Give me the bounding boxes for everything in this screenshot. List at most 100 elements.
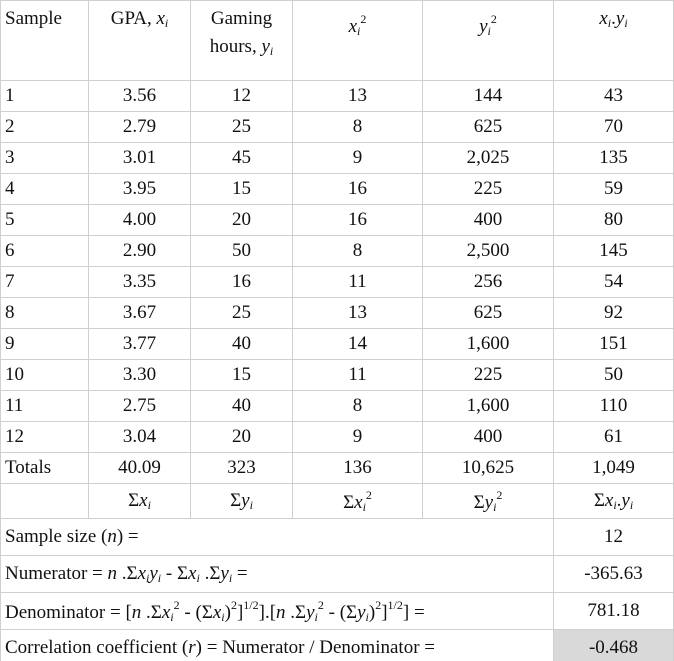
table-row: 12 3.04 20 9 400 61 <box>0 421 674 453</box>
cell-y2: 625 <box>422 297 554 329</box>
cell-x2: 8 <box>292 235 423 267</box>
cell-xy: 145 <box>553 235 674 267</box>
cell-x2: 11 <box>292 266 423 298</box>
header-gaming-hours: Gaming hours, yi <box>190 0 293 81</box>
cell-x: 3.67 <box>88 297 191 329</box>
cell-x: 3.04 <box>88 421 191 453</box>
cell-y2: 2,500 <box>422 235 554 267</box>
cell-y: 16 <box>190 266 293 298</box>
cell-y: 25 <box>190 297 293 329</box>
cell-sample: 12 <box>0 421 89 453</box>
cell-x2: 11 <box>292 359 423 391</box>
sample-size-value: 12 <box>553 518 674 556</box>
header-y-squared: yi2 <box>422 0 554 81</box>
cell-y2: 225 <box>422 359 554 391</box>
cell-xy: 43 <box>553 80 674 112</box>
table-row: 4 3.95 15 16 225 59 <box>0 173 674 205</box>
cell-x: 2.75 <box>88 390 191 422</box>
cell-xy: 80 <box>553 204 674 236</box>
denominator-value: 781.18 <box>553 592 674 630</box>
cell-y2: 144 <box>422 80 554 112</box>
table-row: 8 3.67 25 13 625 92 <box>0 297 674 329</box>
total-y2: 10,625 <box>422 452 554 484</box>
cell-xy: 50 <box>553 359 674 391</box>
total-xy: 1,049 <box>553 452 674 484</box>
table-row: 10 3.30 15 11 225 50 <box>0 359 674 391</box>
cell-sample: 3 <box>0 142 89 174</box>
numerator-value: -365.63 <box>553 555 674 593</box>
cell-sample: 5 <box>0 204 89 236</box>
cell-sample: 7 <box>0 266 89 298</box>
cell-x: 3.30 <box>88 359 191 391</box>
numerator-label: Numerator = n .Σxiyi - Σxi .Σyi = <box>0 555 554 593</box>
cell-x: 3.95 <box>88 173 191 205</box>
cell-y2: 625 <box>422 111 554 143</box>
header-x-squared: xi2 <box>292 0 423 81</box>
cell-sample: 9 <box>0 328 89 360</box>
denominator-label: Denominator = [n .Σxi2 - (Σxi)2]1/2].[n … <box>0 592 554 630</box>
table-row: 3 3.01 45 9 2,025 135 <box>0 142 674 174</box>
cell-y2: 225 <box>422 173 554 205</box>
cell-x: 3.35 <box>88 266 191 298</box>
cell-y: 45 <box>190 142 293 174</box>
cell-xy: 70 <box>553 111 674 143</box>
sigma-x2: Σxi2 <box>292 483 423 519</box>
sigma-x: Σxi <box>88 483 191 519</box>
cell-y: 50 <box>190 235 293 267</box>
correlation-value: -0.468 <box>553 629 674 661</box>
table-row: 7 3.35 16 11 256 54 <box>0 266 674 298</box>
totals-label: Totals <box>0 452 89 484</box>
table-row: 2 2.79 25 8 625 70 <box>0 111 674 143</box>
cell-xy: 92 <box>553 297 674 329</box>
cell-x: 2.79 <box>88 111 191 143</box>
table-row: 5 4.00 20 16 400 80 <box>0 204 674 236</box>
correlation-row: Correlation coefficient (r) = Numerator … <box>0 629 674 661</box>
data-rows: 1 3.56 12 13 144 43 2 2.79 25 8 625 70 3 3.01 45 9 2,025… <box>0 80 674 453</box>
cell-y: 25 <box>190 111 293 143</box>
cell-y: 40 <box>190 328 293 360</box>
cell-x: 3.56 <box>88 80 191 112</box>
table-row: 6 2.90 50 8 2,500 145 <box>0 235 674 267</box>
sigma-y2: Σyi2 <box>422 483 554 519</box>
totals-row: Totals 40.09 323 136 10,625 1,049 <box>0 452 674 484</box>
cell-x: 3.77 <box>88 328 191 360</box>
sigma-y: Σyi <box>190 483 293 519</box>
header-xy: xi.yi <box>553 0 674 81</box>
cell-y: 40 <box>190 390 293 422</box>
cell-sample: 1 <box>0 80 89 112</box>
cell-xy: 54 <box>553 266 674 298</box>
total-x2: 136 <box>292 452 423 484</box>
numerator-row: Numerator = n .Σxiyi - Σxi .Σyi = -365.6… <box>0 555 674 593</box>
cell-x2: 13 <box>292 297 423 329</box>
cell-y2: 400 <box>422 421 554 453</box>
cell-sample: 10 <box>0 359 89 391</box>
cell-x2: 13 <box>292 80 423 112</box>
cell-x2: 16 <box>292 173 423 205</box>
cell-y2: 2,025 <box>422 142 554 174</box>
cell-x2: 8 <box>292 111 423 143</box>
cell-sample: 11 <box>0 390 89 422</box>
cell-x2: 9 <box>292 421 423 453</box>
sigma-xy: Σxi.yi <box>553 483 674 519</box>
cell-sample: 6 <box>0 235 89 267</box>
total-y: 323 <box>190 452 293 484</box>
cell-y2: 1,600 <box>422 390 554 422</box>
cell-x2: 14 <box>292 328 423 360</box>
cell-sample: 8 <box>0 297 89 329</box>
cell-y: 20 <box>190 204 293 236</box>
cell-y: 12 <box>190 80 293 112</box>
table-row: 1 3.56 12 13 144 43 <box>0 80 674 112</box>
table-row: 11 2.75 40 8 1,600 110 <box>0 390 674 422</box>
header-sample: Sample <box>0 0 89 81</box>
cell-y: 15 <box>190 173 293 205</box>
correlation-label: Correlation coefficient (r) = Numerator … <box>0 629 554 661</box>
cell-x2: 16 <box>292 204 423 236</box>
cell-x: 4.00 <box>88 204 191 236</box>
cell-y: 20 <box>190 421 293 453</box>
cell-y2: 1,600 <box>422 328 554 360</box>
cell-sample: 4 <box>0 173 89 205</box>
cell-sample: 2 <box>0 111 89 143</box>
cell-x2: 8 <box>292 390 423 422</box>
